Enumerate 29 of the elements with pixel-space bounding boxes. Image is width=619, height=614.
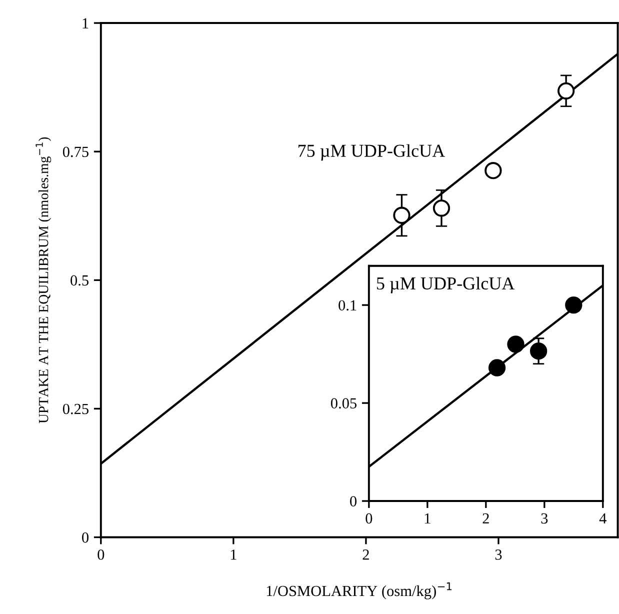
x-tick-label: 3 (495, 550, 502, 560)
x-tick-label: 0 (98, 549, 104, 560)
y-axis-title: UPTAKE AT THE EQUILIBRUM (nmoles.mg$^{−1}$) (36, 137, 52, 424)
y-tick-label: 1 (82, 18, 88, 28)
point (565, 296, 582, 314)
x-tick-label: 3 (541, 513, 548, 524)
y-tick-label: 0.05 (330, 398, 357, 409)
x-tick-label: 4 (599, 513, 606, 524)
point (530, 342, 548, 360)
x-axis-title: 1/OSMOLARITY (osm/kg)$^{−1}$ (266, 582, 452, 600)
point (488, 359, 506, 376)
x-tick-label: 2 (362, 550, 369, 560)
annotation: 5 µM UDP-GlcUA (376, 276, 515, 294)
y-tick-label: 0 (82, 532, 89, 543)
x-tick-label: 1 (424, 513, 430, 524)
y-tick-label: 0.1 (338, 300, 356, 311)
annotation: 75 µM UDP-GlcUA (298, 144, 445, 161)
point (507, 336, 524, 353)
y-tick-label: 0.5 (70, 275, 88, 286)
point (484, 162, 502, 180)
x-tick-label: 1 (230, 550, 236, 560)
y-tick-label: 0 (350, 496, 357, 506)
point (557, 82, 575, 100)
point (432, 200, 450, 217)
x-tick-label: 0 (366, 513, 372, 524)
y-tick-label: 0.75 (62, 146, 88, 158)
y-tick-label: 0.25 (62, 404, 88, 414)
point (393, 206, 410, 224)
x-tick-label: 2 (482, 513, 489, 524)
